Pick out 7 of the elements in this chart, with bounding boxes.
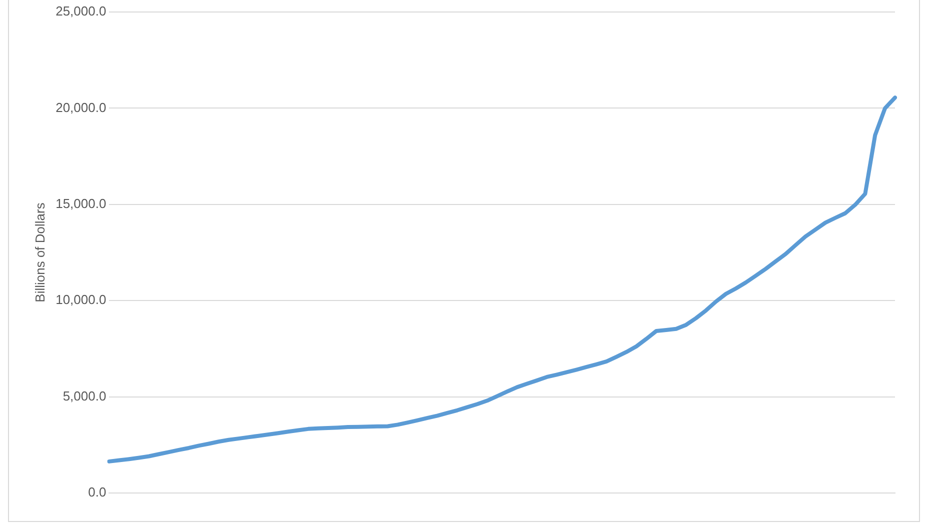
y-tick-label: 0.0 [88, 484, 106, 500]
y-axis-title: Billions of Dollars [32, 202, 48, 302]
y-tick-label: 20,000.0 [56, 100, 106, 115]
y-tick-label: 10,000.0 [56, 292, 106, 308]
y-tick-label: 5,000.0 [62, 388, 106, 404]
y-tick-label: 25,000.0 [56, 4, 106, 19]
y-tick-label: 15,000.0 [56, 196, 106, 211]
